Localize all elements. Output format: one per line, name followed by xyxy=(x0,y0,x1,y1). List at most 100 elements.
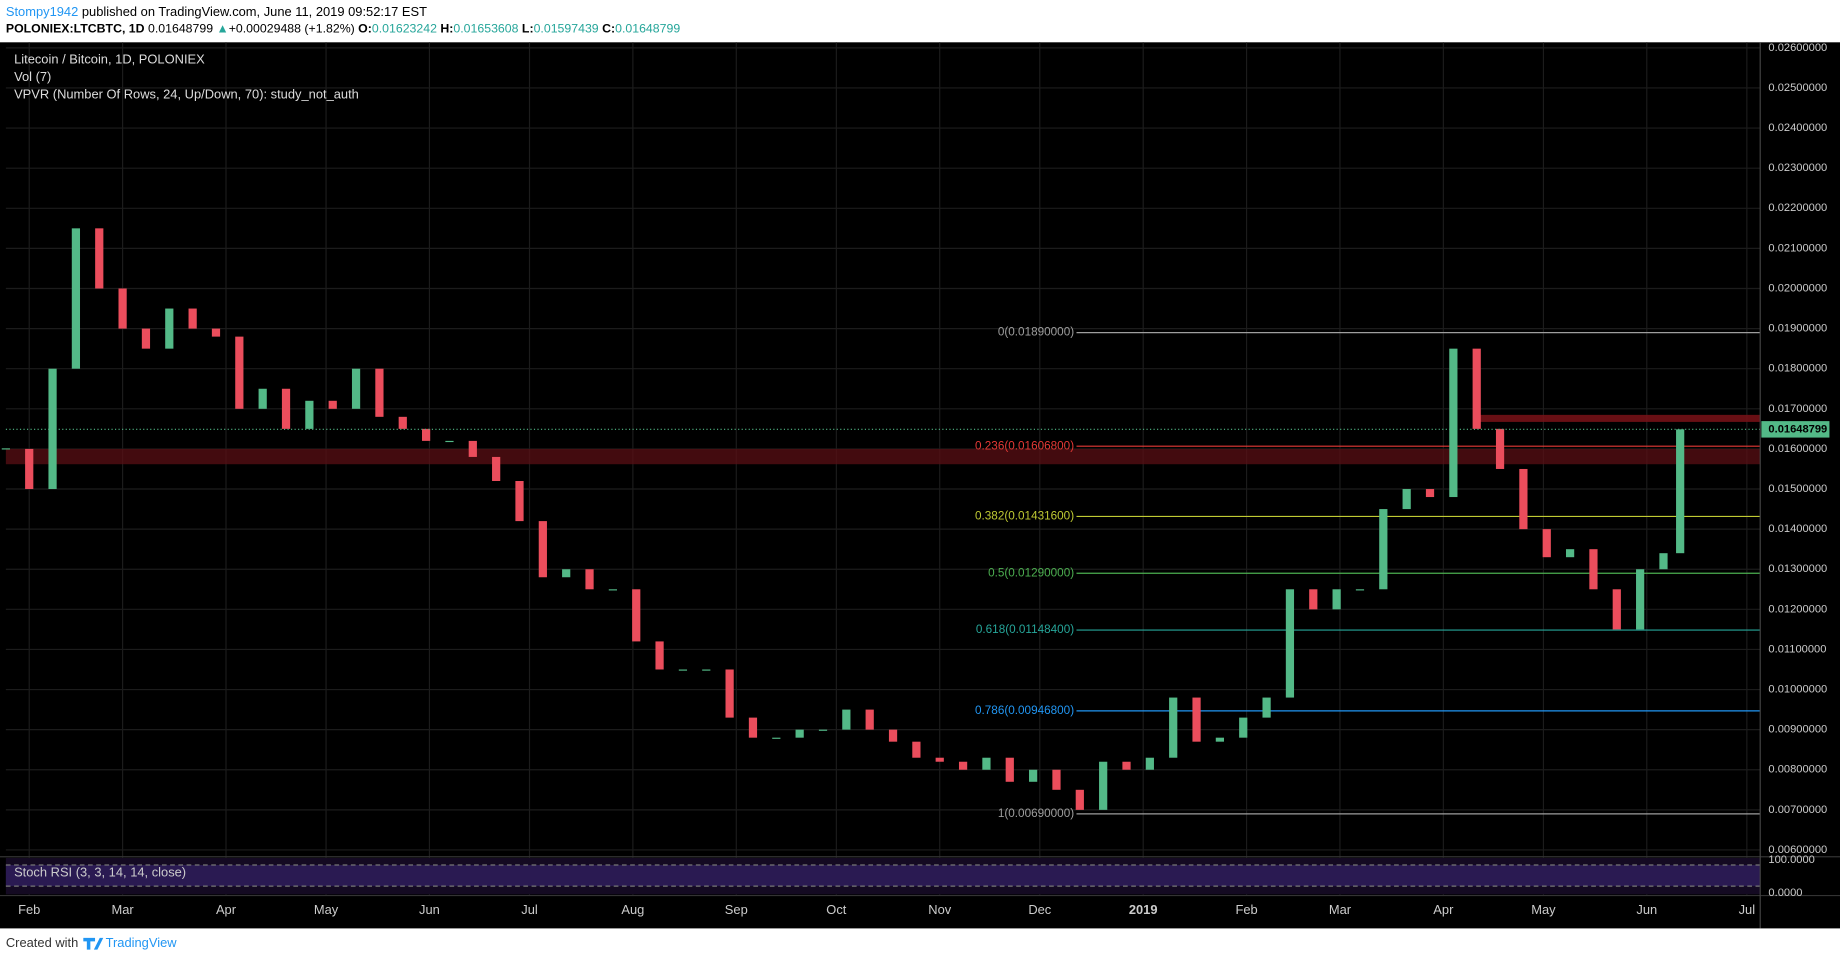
y-tick-label: 0.00700000 xyxy=(1768,804,1827,816)
y-tick-label: 0.01000000 xyxy=(1768,683,1827,695)
x-tick-label: Jul xyxy=(1739,902,1755,917)
ohlc-value: 0.01648799 xyxy=(615,22,680,36)
candle xyxy=(912,741,921,758)
candle xyxy=(1565,549,1575,558)
stoch-title: Stoch RSI (3, 3, 14, 14, close) xyxy=(14,865,186,880)
candle xyxy=(958,761,968,770)
x-tick-label: Jul xyxy=(521,902,537,917)
tradingview-logo[interactable] xyxy=(83,937,104,950)
candle xyxy=(1676,429,1685,554)
candle xyxy=(818,729,828,731)
header-bg xyxy=(0,0,1840,43)
ohlc-key: O: xyxy=(358,22,372,36)
fib-label: 0.236(0.01606800) xyxy=(975,439,1074,452)
x-tick-label: Nov xyxy=(928,902,951,917)
author[interactable]: Stompy1942 xyxy=(6,4,78,19)
candle xyxy=(655,641,664,670)
y-tick-label: 0.01200000 xyxy=(1768,603,1827,615)
x-tick-label: Mar xyxy=(1329,902,1352,917)
last-price-box xyxy=(1761,421,1830,438)
candle xyxy=(305,400,314,429)
ohlc-value: 0.01597439 xyxy=(534,22,599,36)
candle xyxy=(211,328,221,337)
y-tick-label: 0.00800000 xyxy=(1768,764,1827,776)
fib-label: 0.5(0.01290000) xyxy=(988,566,1074,579)
legend-item: Litecoin / Bitcoin, 1D, POLONIEX xyxy=(14,51,205,66)
last-price-label: 0.01648799 xyxy=(1768,423,1827,435)
grid xyxy=(5,42,1761,896)
x-tick-label: May xyxy=(1531,902,1556,917)
y-tick-label: 0.01600000 xyxy=(1768,443,1827,455)
candle xyxy=(1542,529,1551,558)
candle xyxy=(678,669,688,671)
chart-bg xyxy=(0,42,1840,929)
ohlc-key: H: xyxy=(440,22,453,36)
candle xyxy=(1029,769,1038,782)
candle xyxy=(1332,589,1341,610)
y-tick-label: 0.01500000 xyxy=(1768,483,1827,495)
candle xyxy=(585,569,594,590)
candle xyxy=(235,336,244,409)
candle xyxy=(1589,549,1598,590)
candle xyxy=(888,729,898,742)
ohlc-value: 0.01623242 xyxy=(372,22,437,36)
candle xyxy=(25,448,34,490)
candle xyxy=(281,388,291,429)
y-tick-label: 0.01900000 xyxy=(1768,323,1827,335)
x-tick-label: Oct xyxy=(826,902,846,917)
y-tick-label: 0.02400000 xyxy=(1768,122,1827,134)
header-line: Stompy1942 published on TradingView.com,… xyxy=(6,4,427,19)
fib-label: 0.382(0.01431600) xyxy=(975,510,1074,523)
footer-brand[interactable]: TradingView xyxy=(106,935,178,950)
x-tick-label: Sep xyxy=(725,902,748,917)
candle xyxy=(95,228,104,289)
candle xyxy=(375,368,384,417)
fib-label: 0(0.01890000) xyxy=(998,326,1074,339)
x-tick-label: Jun xyxy=(419,902,440,917)
legend-item: VPVR (Number Of Rows, 24, Up/Down, 70): … xyxy=(14,87,359,102)
candle xyxy=(165,308,174,349)
y-tick-label: 0.02100000 xyxy=(1768,242,1827,254)
candle xyxy=(492,456,501,481)
candle xyxy=(982,757,991,770)
candle xyxy=(865,709,874,730)
fib-label: 0.618(0.01148400) xyxy=(976,623,1074,636)
stoch-band xyxy=(5,864,1761,887)
stoch-tick-label: 0.0000 xyxy=(1768,887,1802,899)
plot: 0(0.01890000) 0.236(0.01606800) 0.382(0.01… xyxy=(1,228,1761,820)
candle xyxy=(1636,569,1645,630)
candle xyxy=(445,440,454,443)
ohlc-value: 0.01653608 xyxy=(453,22,518,36)
candle xyxy=(702,669,711,671)
y-tick-label: 0.02600000 xyxy=(1768,42,1827,54)
fib-label: 1(0.00690000) xyxy=(998,807,1074,820)
candle xyxy=(422,428,431,441)
x-tick-label: Apr xyxy=(1433,902,1454,917)
x-tick-label: Apr xyxy=(216,902,237,917)
candle xyxy=(1262,697,1271,718)
candle xyxy=(468,440,477,457)
y-tick-label: 0.01300000 xyxy=(1768,563,1827,575)
ohlc-key: C: xyxy=(602,22,615,36)
candle xyxy=(258,388,267,409)
y-tick-label: 0.02300000 xyxy=(1768,162,1827,174)
x-tick-label: Jun xyxy=(1636,902,1657,917)
x-tick-label: Aug xyxy=(621,902,644,917)
candle xyxy=(188,308,197,329)
candle xyxy=(935,757,944,762)
x-tick-label: 2019 xyxy=(1129,902,1158,917)
candle xyxy=(725,669,734,718)
candle xyxy=(842,709,851,730)
ohlc-key: L: xyxy=(522,22,534,36)
symbol: POLONIEX:LTCBTC, 1D xyxy=(6,22,145,36)
y-tick-label: 0.01100000 xyxy=(1768,643,1826,655)
candle xyxy=(1309,589,1318,610)
candle xyxy=(1,448,10,450)
y-tick-label: 0.02000000 xyxy=(1768,282,1827,294)
y-tick-label: 0.00900000 xyxy=(1768,724,1827,736)
y-tick-label: 0.00600000 xyxy=(1768,844,1827,856)
volume-profile-zone xyxy=(5,448,1761,465)
candle xyxy=(1402,489,1411,510)
candle xyxy=(772,737,781,739)
